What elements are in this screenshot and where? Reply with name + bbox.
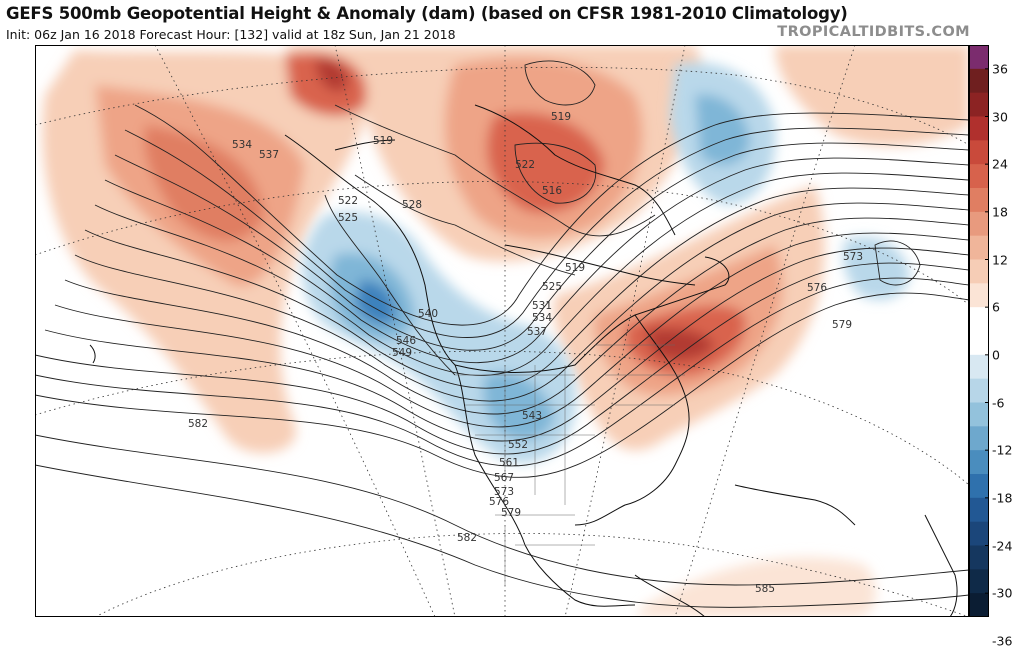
colorbar-tick-label: 36 <box>992 61 1008 77</box>
colorbar-border <box>969 45 989 617</box>
height-label: 552 <box>508 439 528 451</box>
anomaly-map: 534 537 519 522 525 528 519 522 516 519 … <box>35 45 969 617</box>
height-label: 576 <box>807 282 827 294</box>
height-label: 519 <box>565 262 585 274</box>
colorbar-swatch <box>969 68 989 94</box>
colorbar-tick-label: 30 <box>992 109 1008 124</box>
colorbar-tick-label: -6 <box>992 395 1005 410</box>
height-label: 534 <box>532 312 552 324</box>
height-label: 579 <box>832 319 852 331</box>
colorbar-tick-label: -24 <box>992 538 1013 553</box>
colorbar-tick-label: 6 <box>992 299 1000 315</box>
height-label: 531 <box>532 300 552 312</box>
colorbar-swatch <box>969 211 989 237</box>
colorbar-swatch <box>969 497 989 523</box>
colorbar-swatch <box>969 235 989 260</box>
colorbar-tick-label: -18 <box>992 490 1013 506</box>
colorbar-swatch <box>969 45 989 70</box>
height-label: 546 <box>396 335 416 347</box>
height-label: 543 <box>522 410 542 422</box>
colorbar-swatch <box>969 307 989 332</box>
height-label: 573 <box>494 486 514 498</box>
height-label: 567 <box>494 472 514 484</box>
colorbar-swatch <box>969 354 989 380</box>
height-label: 537 <box>259 149 279 161</box>
height-label: 573 <box>843 251 863 263</box>
colorbar-swatch <box>969 378 989 403</box>
height-label: 585 <box>755 583 775 595</box>
colorbar-swatch <box>969 283 989 308</box>
height-label: 522 <box>338 195 358 207</box>
colorbar-swatch <box>969 426 989 451</box>
colorbar-swatch <box>969 450 989 475</box>
height-label: 522 <box>515 159 535 171</box>
colorbar-tick-label: 12 <box>992 252 1008 267</box>
height-label: 579 <box>501 507 521 519</box>
colorbar-tick-label: 0 <box>992 347 1000 363</box>
height-label: 528 <box>402 199 422 211</box>
height-label: 519 <box>373 135 393 147</box>
height-label: 576 <box>489 496 509 508</box>
coastlines <box>89 104 958 617</box>
colorbar-tick-label: -12 <box>992 442 1013 458</box>
height-label: 534 <box>232 139 252 151</box>
height-label: 525 <box>338 212 358 224</box>
colorbar <box>969 45 989 617</box>
colorbar-tick-label: -30 <box>992 585 1013 601</box>
colorbar-swatch <box>969 331 989 356</box>
height-label: 525 <box>542 281 562 293</box>
colorbar-swatch <box>969 593 989 617</box>
forecast-info: Init: 06z Jan 16 2018 Forecast Hour: [13… <box>6 27 456 42</box>
height-label: 537 <box>527 326 547 338</box>
height-label: 582 <box>188 418 208 430</box>
chart-title: GEFS 500mb Geopotential Height & Anomaly… <box>6 4 848 23</box>
contour-labels: 534 537 519 522 525 528 519 522 516 519 … <box>188 111 863 595</box>
colorbar-swatch <box>969 164 989 189</box>
colorbar-swatch <box>969 474 989 499</box>
height-label: 540 <box>418 308 438 320</box>
colorbar-swatch <box>969 188 989 213</box>
brand-watermark: TROPICALTIDBITS.COM <box>777 24 970 40</box>
colorbar-swatch <box>969 521 989 546</box>
colorbar-tick-label: 24 <box>992 156 1008 172</box>
colorbar-swatch <box>969 116 989 141</box>
warm-anomaly-areas <box>42 45 969 617</box>
lat-lon-grid <box>35 45 969 617</box>
colorbar-swatch <box>969 402 989 427</box>
state-borders <box>455 344 685 585</box>
height-label: 516 <box>542 185 562 197</box>
colorbar-swatch <box>969 259 989 284</box>
height-label: 549 <box>392 347 412 359</box>
height-label: 519 <box>551 111 571 123</box>
height-label: 561 <box>499 457 519 469</box>
height-label: 582 <box>457 532 477 544</box>
colorbar-swatch <box>969 545 989 570</box>
colorbar-tick-label: 18 <box>992 204 1008 220</box>
colorbar-swatch <box>969 92 989 117</box>
colorbar-swatch <box>969 140 989 165</box>
colorbar-swatch <box>969 569 989 594</box>
colorbar-tick-label: -36 <box>992 633 1013 648</box>
